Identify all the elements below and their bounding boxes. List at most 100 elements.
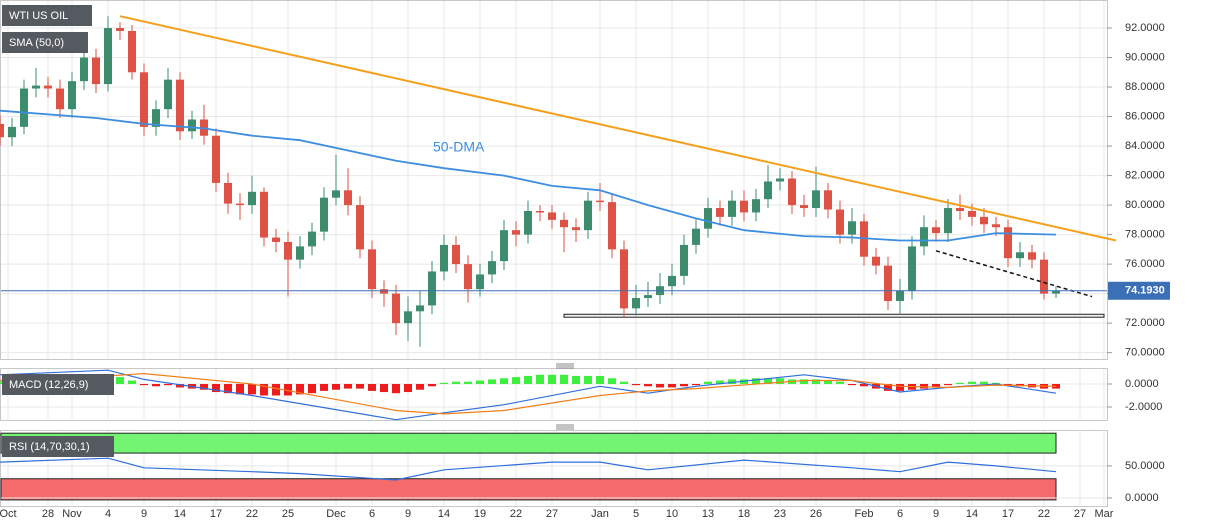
macd-histogram-bar: [944, 383, 952, 386]
macd-histogram-bar: [656, 383, 664, 388]
trend-line: [119, 15, 1117, 242]
y-tick-label: 84.0000: [1125, 140, 1165, 152]
x-tick-label: 18: [738, 508, 750, 520]
macd-histogram-bar: [812, 379, 820, 384]
y-tick-label: 88.0000: [1125, 81, 1165, 93]
y-tick-label: 76.0000: [1125, 258, 1165, 270]
x-tick-label: Nov: [62, 508, 82, 520]
macd-histogram-bar: [284, 383, 292, 396]
x-tick-label: 9: [405, 508, 411, 520]
x-tick-label: 6: [897, 508, 903, 520]
macd-histogram-bar: [356, 383, 364, 389]
x-tick-label: 22: [510, 508, 522, 520]
macd-histogram-bar: [152, 383, 160, 387]
x-tick-label: 5: [633, 508, 639, 520]
macd-histogram-bar: [164, 383, 172, 386]
candle-body: [68, 81, 76, 110]
macd-histogram-bar: [968, 381, 976, 384]
candle-body: [224, 182, 232, 204]
candle-body: [8, 126, 16, 138]
macd-histogram-bar: [536, 374, 544, 384]
macd-histogram-bar: [512, 377, 520, 384]
candle-body: [560, 219, 568, 228]
rsi-line: [0, 457, 1057, 481]
candle-body: [884, 265, 892, 301]
candle-body: [512, 230, 520, 235]
macd-histogram-bar: [500, 378, 508, 384]
macd-histogram-bar: [836, 381, 844, 384]
macd-histogram-bar: [548, 374, 556, 384]
y-tick-label: 70.0000: [1125, 347, 1165, 359]
indicator-label: SMA (50,0): [9, 37, 64, 49]
candle-body: [680, 244, 688, 276]
candle-body: [812, 190, 820, 209]
candle-body: [392, 293, 400, 324]
rsi-tag: [2, 436, 114, 457]
macd-histogram-bar: [380, 383, 388, 393]
candle-body: [752, 199, 760, 213]
macd-histogram-bar: [260, 383, 268, 396]
macd-histogram-bar: [392, 383, 400, 394]
candle-body: [464, 264, 472, 290]
candle-body: [848, 221, 856, 235]
candle-body: [116, 28, 124, 31]
candle-body: [776, 178, 784, 182]
macd-histogram-bar: [248, 383, 256, 395]
x-tick-label: Oct: [0, 508, 17, 520]
candle-body: [152, 109, 160, 127]
y-tick-label: 0.0000: [1125, 378, 1159, 390]
x-tick-label: 14: [438, 508, 450, 520]
y-tick-label: 50.0000: [1125, 460, 1165, 472]
trend-line: [935, 250, 1093, 298]
macd-title: MACD (12,26,9): [9, 379, 88, 391]
candle-body: [92, 57, 100, 85]
candle-body: [284, 241, 292, 260]
candle-body: [176, 79, 184, 132]
candle-body: [968, 210, 976, 217]
y-tick-label: 72.0000: [1125, 317, 1165, 329]
candle-body: [212, 135, 220, 183]
x-tick-label: 4: [105, 508, 111, 520]
candle-body: [872, 256, 880, 266]
candle-body: [32, 85, 40, 89]
candle-body: [572, 227, 580, 231]
macd-histogram-bar: [464, 381, 472, 384]
candle-body: [956, 208, 964, 211]
candle-body: [260, 191, 268, 238]
candle-body: [788, 178, 796, 206]
macd-histogram-bar: [896, 383, 904, 391]
macd-histogram-bar: [572, 375, 580, 384]
macd-histogram-bar: [212, 383, 220, 393]
support-zone: [563, 313, 1105, 318]
candle-body: [1040, 259, 1048, 294]
macd-histogram-bar: [848, 383, 856, 386]
candle-body: [1052, 290, 1060, 294]
macd-histogram-bar: [428, 383, 436, 387]
candle-body: [716, 208, 724, 217]
macd-histogram-bar: [224, 383, 232, 394]
macd-histogram-bar: [308, 383, 316, 394]
candle-body: [416, 305, 424, 312]
x-tick-label: 10: [666, 508, 678, 520]
macd-histogram-bar: [200, 383, 208, 390]
macd-histogram-bar: [644, 383, 652, 387]
candle-body: [476, 274, 484, 290]
macd-histogram-bar: [596, 375, 604, 384]
candle-body: [80, 57, 88, 82]
x-tick-label: Feb: [855, 508, 874, 520]
last-price-label: 74.1930: [1125, 285, 1165, 297]
macd-histogram-bar: [932, 383, 940, 388]
macd-line: [0, 369, 1057, 421]
candle-body: [128, 30, 136, 73]
candle-body: [356, 205, 364, 250]
candle-body: [368, 249, 376, 290]
rsi-title: RSI (14,70,30,1): [9, 441, 90, 453]
panel-grip: [556, 363, 574, 430]
candle-body: [1016, 252, 1024, 259]
candle-body: [296, 246, 304, 260]
candle-body: [404, 311, 412, 324]
candle-body: [728, 200, 736, 217]
plot-layer: Oct 28 Nov 4 9 14 17 22 25 Dec 6 9 14 19 22 27 Jan 5 10 13 1…: [0, 1, 1170, 520]
y-tick-label: 82.0000: [1125, 169, 1165, 181]
